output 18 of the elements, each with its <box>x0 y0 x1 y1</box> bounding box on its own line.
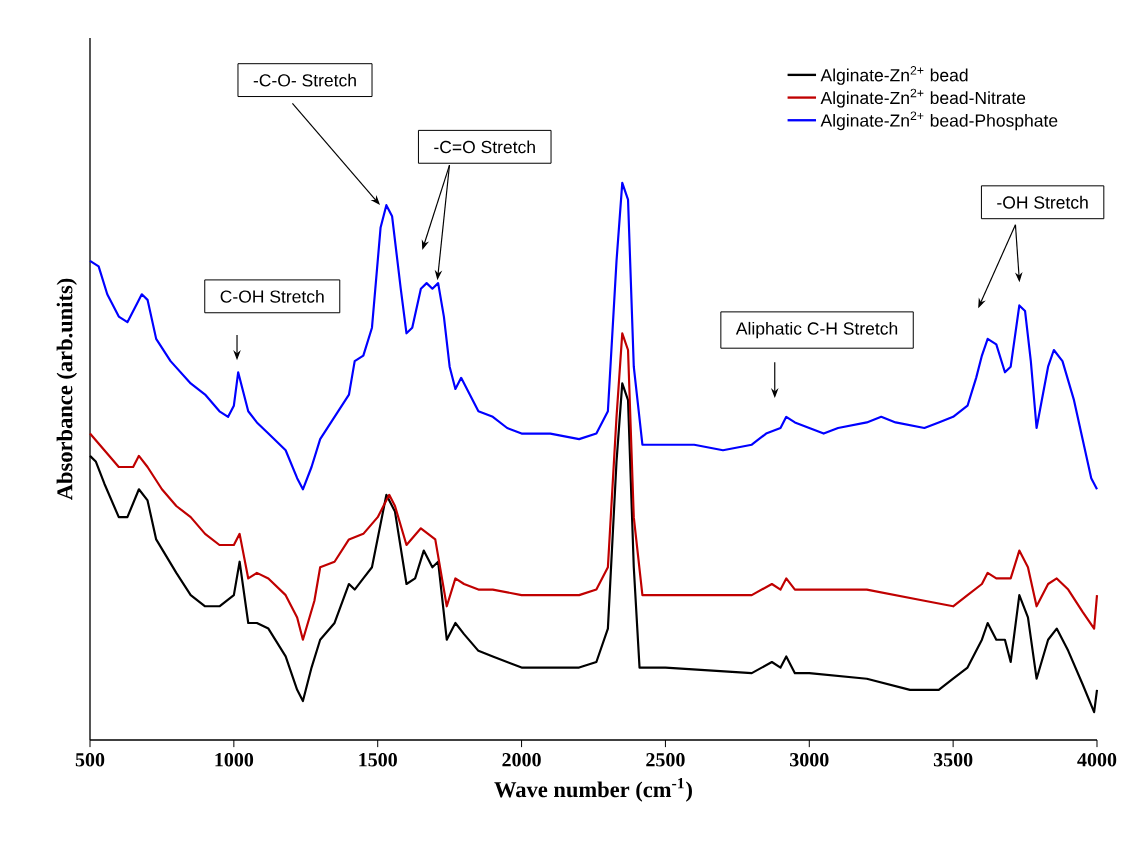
legend-label: Alginate-Zn$^{2+}$ bead-Phosphate <box>820 111 1058 131</box>
legend-label: Alginate-Zn$^{2+}$ bead <box>820 66 968 85</box>
annotation: Aliphatic C-H Stretch <box>735 321 898 339</box>
x-tick-label: 4000 <box>1077 753 1117 767</box>
x-axis-title: Wave number (cm$^{-1}$) <box>494 777 692 802</box>
x-tick-label: 2000 <box>502 753 541 767</box>
x-tick-label: 500 <box>75 753 105 767</box>
x-tick-label: 3500 <box>933 753 973 767</box>
x-tick-label: 1000 <box>215 753 254 767</box>
x-tick-label: 2500 <box>646 753 685 767</box>
text: -C=O Stretch <box>434 140 535 154</box>
x-tick-label: 3000 <box>790 753 829 767</box>
annotation: -OH Stretch <box>997 195 1088 209</box>
x-tick-label: 1500 <box>359 753 397 767</box>
y-axis-title: Absorbance (arb.units) <box>56 278 77 501</box>
text: -C-O- Stretch <box>253 73 356 87</box>
legend-label: Alginate-Zn$^{2+}$ bead-Nitrate <box>820 88 1026 108</box>
annotation: C-OH Stretch <box>220 289 324 303</box>
